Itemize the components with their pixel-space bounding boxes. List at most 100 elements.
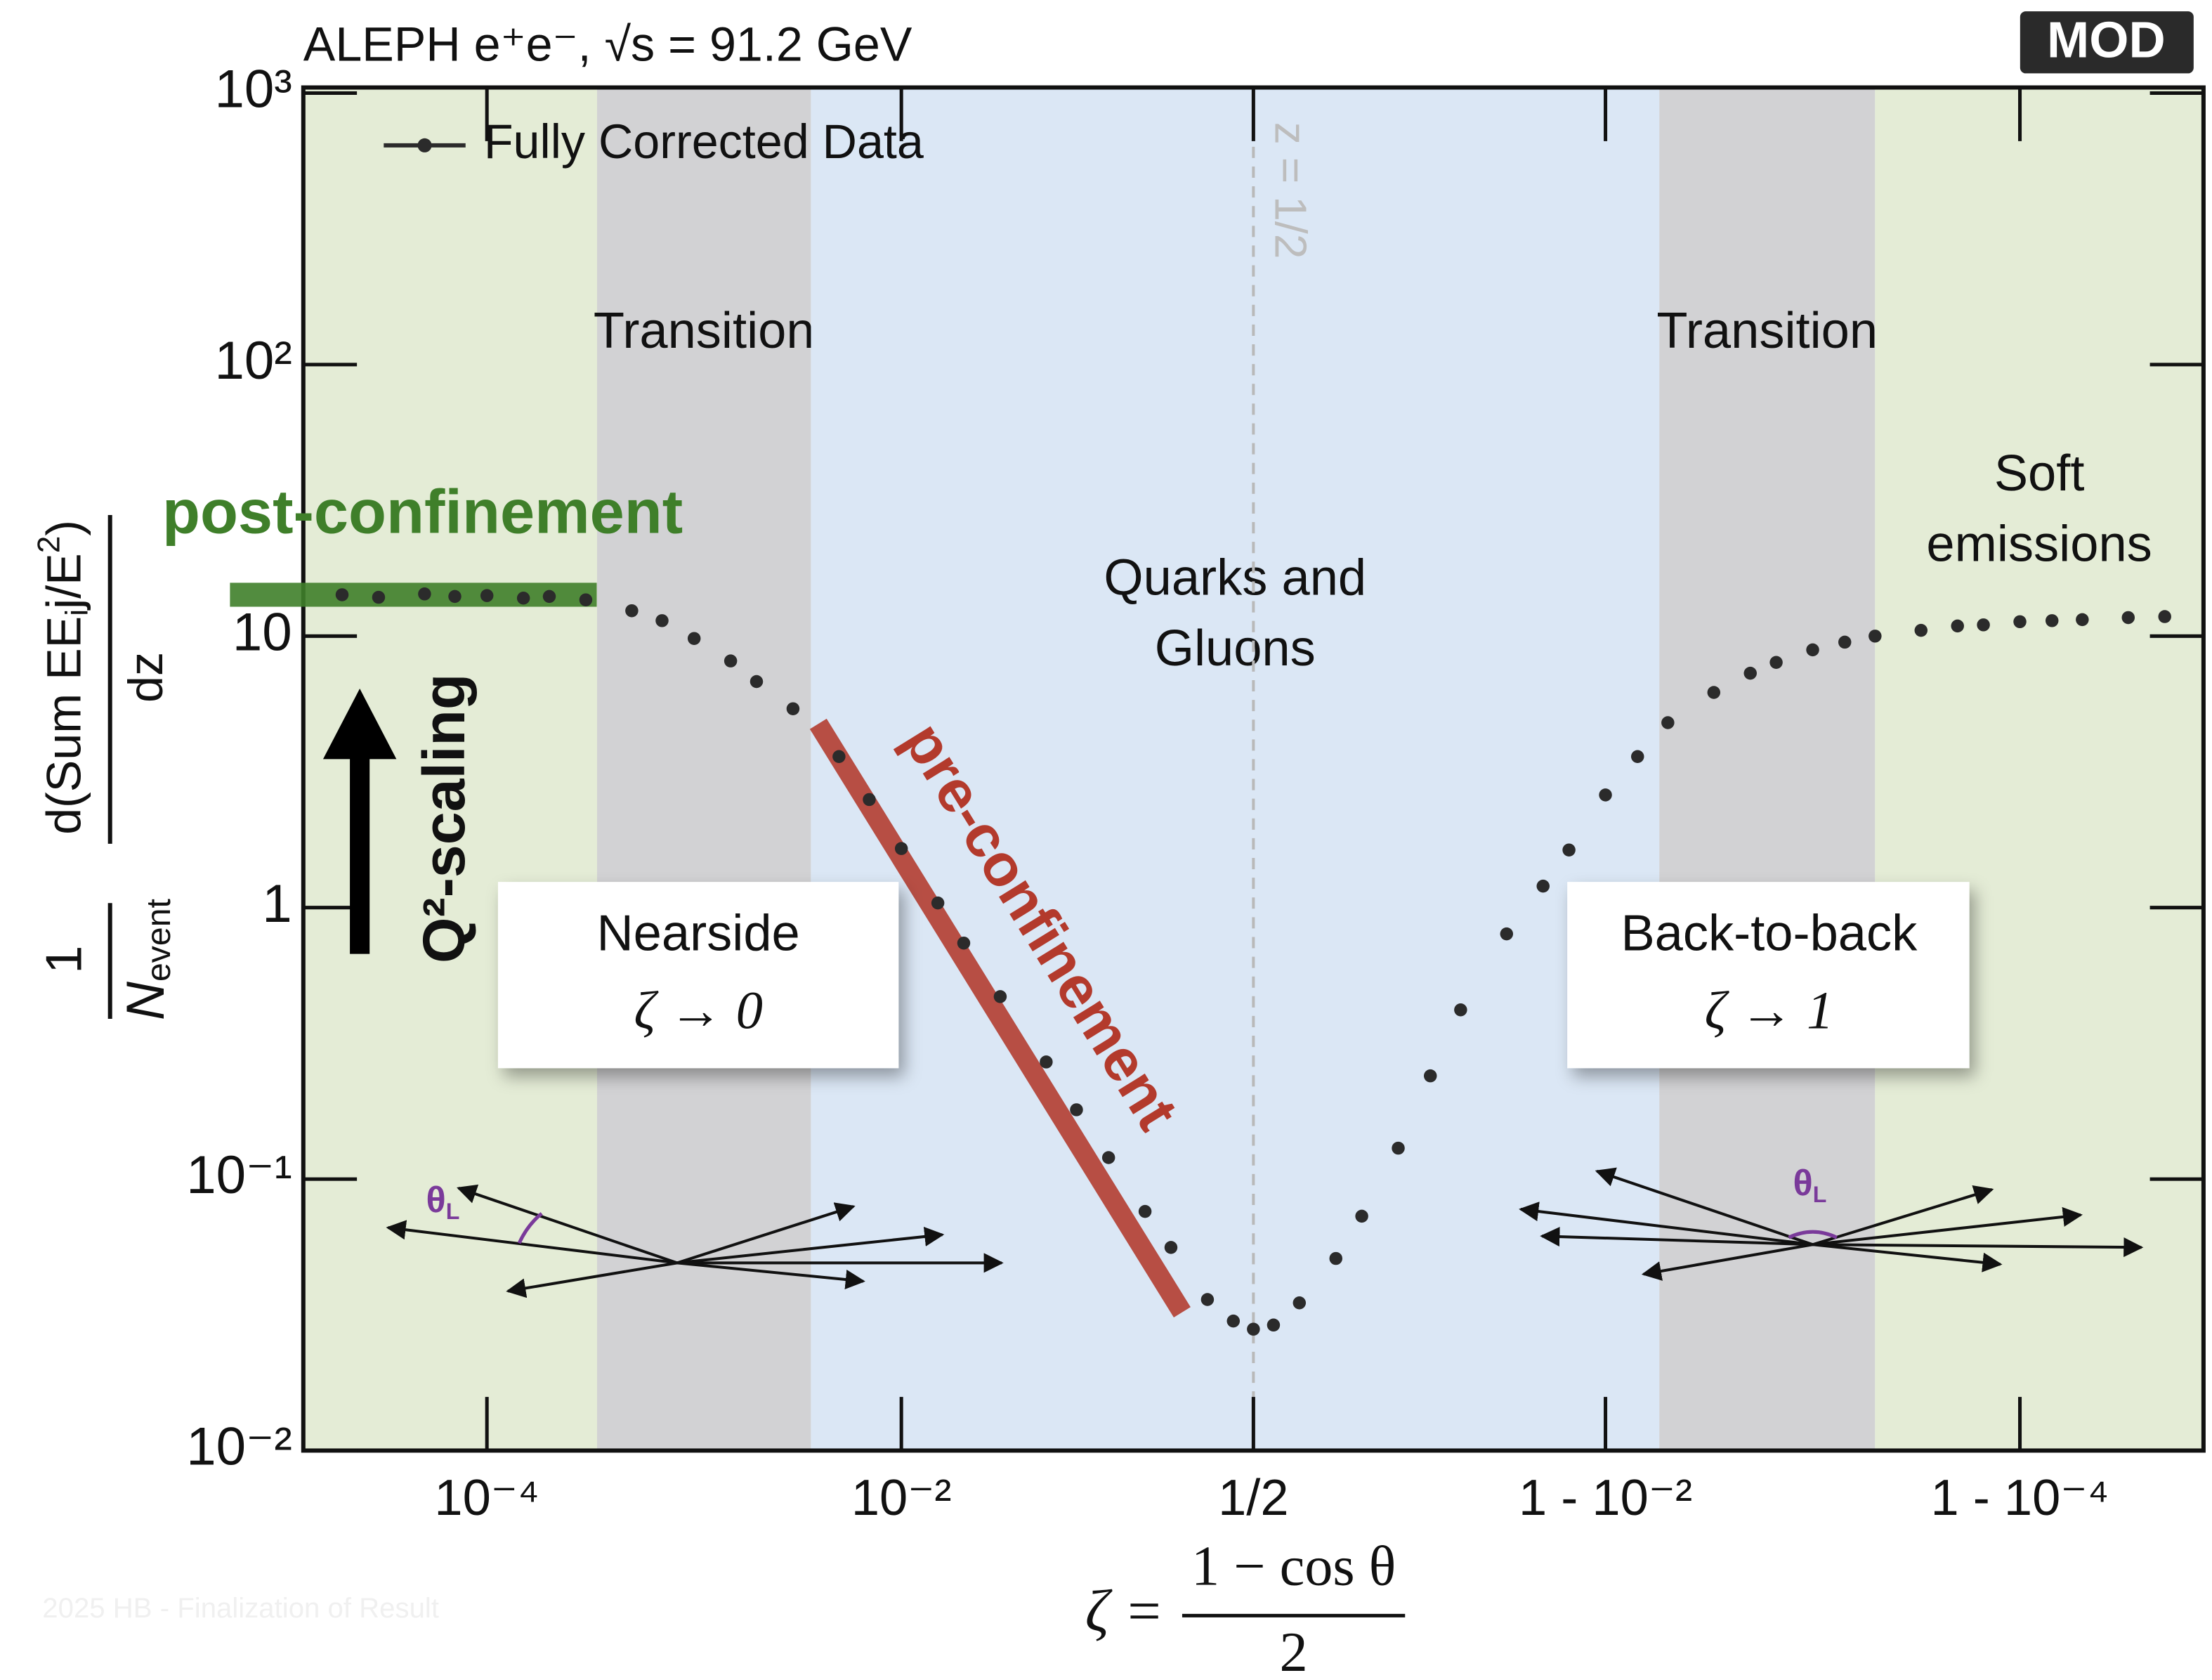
x-label-part: 2 <box>1280 1621 1308 1680</box>
data-point <box>2121 611 2135 625</box>
data-point <box>1562 843 1576 857</box>
fan-arrow <box>1812 1206 2083 1246</box>
data-point <box>542 590 556 604</box>
data-point <box>1500 927 1514 941</box>
y-tick-label: 10 <box>233 602 292 662</box>
fan-arrow <box>457 1184 678 1265</box>
data-point <box>1392 1141 1405 1155</box>
fan-arrow <box>1812 1185 1994 1246</box>
nearside-box <box>497 882 899 1069</box>
y-label-part: Nevent <box>116 898 178 1020</box>
post-confinement-label: post-confinement <box>162 476 683 546</box>
data-point <box>1914 623 1928 637</box>
y-label-part: j/E <box>37 553 91 611</box>
logo: MOD <box>2047 12 2166 68</box>
region-label: Quarks and <box>1104 549 1366 606</box>
region-label: Soft <box>1994 445 2085 502</box>
data-point <box>1707 686 1721 699</box>
scaling-label: Q²-scaling <box>411 674 477 963</box>
x-tick-label: 1 - 10⁻⁴ <box>1931 1470 2109 1526</box>
chart-title: ALEPH e⁺e⁻, √s = 91.2 GeV <box>303 18 912 71</box>
data-point <box>2013 615 2027 629</box>
data-point <box>1838 635 1852 649</box>
region-label: Gluons <box>1155 620 1316 677</box>
data-point <box>1267 1318 1281 1332</box>
data-point <box>2045 614 2059 627</box>
data-point <box>832 750 846 763</box>
fan-arrow <box>1540 1226 1813 1247</box>
y-label-part: dz <box>119 652 173 703</box>
theta-label: L <box>446 1199 460 1225</box>
legend-label: Fully Corrected Data <box>484 115 924 169</box>
fan-arrow <box>386 1220 678 1265</box>
region <box>1875 87 2204 1451</box>
legend-marker <box>417 138 432 152</box>
data-point <box>418 587 431 601</box>
data-point <box>2158 610 2171 623</box>
region-label: Transition <box>1656 303 1878 359</box>
data-point <box>335 588 349 601</box>
x-tick-label: 1/2 <box>1218 1470 1288 1526</box>
data-point <box>448 590 462 604</box>
data-point <box>1040 1055 1053 1069</box>
x-label: ζ = 1 − cos θ 2 <box>1085 1535 1406 1680</box>
data-point <box>1536 879 1550 893</box>
data-point <box>1070 1103 1083 1116</box>
region-label: Transition <box>594 303 815 359</box>
y-label-part: event <box>140 898 178 981</box>
data-point <box>1226 1314 1241 1328</box>
data-point <box>1247 1322 1260 1336</box>
data-point <box>1869 630 1882 643</box>
y-label-part: 2 <box>32 536 66 554</box>
data-point <box>480 589 494 602</box>
y-tick-label: 10⁻¹ <box>186 1145 292 1205</box>
fan-arrow <box>1641 1243 1813 1281</box>
data-point <box>1355 1209 1368 1223</box>
fan-arrow <box>506 1261 678 1298</box>
regions: Transition Quarks and Gluons Transition Soft… <box>303 87 2204 1451</box>
backtoback-fan <box>1519 1167 2144 1281</box>
data-point <box>894 842 908 855</box>
data-point <box>625 604 639 618</box>
data-point <box>1164 1241 1178 1254</box>
data-point <box>1200 1293 1215 1306</box>
backtoback-box <box>1567 882 1970 1069</box>
data-point <box>687 632 701 645</box>
data-point <box>1292 1296 1307 1310</box>
post-confinement-bar <box>230 582 597 607</box>
fan-arrow <box>676 1202 856 1265</box>
logo-box <box>2020 11 2194 74</box>
region <box>596 87 811 1451</box>
data-point <box>957 936 971 950</box>
fan-arrow <box>1812 1243 2003 1272</box>
data-point <box>579 593 593 606</box>
theta-label: θ <box>1793 1163 1813 1204</box>
nearside-label: Nearside <box>596 906 799 962</box>
y-label-part: i <box>60 609 94 616</box>
y-label-part: 1 <box>37 945 93 973</box>
scaling-arrowhead <box>322 689 397 760</box>
region <box>1659 87 1876 1451</box>
data-layer: Fully Corrected Data <box>335 115 2171 1336</box>
watermark: 2025 HB - Finalization of Result <box>42 1592 439 1624</box>
axes: z = 1/2 10⁻² 10⁻¹ 1 10 10² 10³ 10⁻⁴ 10⁻² 1/2 1 - 1… <box>186 60 2206 1526</box>
data-point <box>372 590 386 604</box>
nearside-limit: ζ → 0 <box>634 980 762 1040</box>
data-point <box>1769 656 1783 669</box>
y-label-part: d(Sum EE <box>37 616 91 835</box>
theta-label: L <box>1813 1182 1827 1207</box>
data-point <box>931 896 945 910</box>
data-point <box>1424 1069 1437 1083</box>
y-tick-label: 10² <box>214 331 292 391</box>
data-point <box>516 592 530 605</box>
data-point <box>655 614 669 627</box>
data-point <box>1977 618 1990 632</box>
data-point <box>1329 1251 1342 1265</box>
data-point <box>1138 1204 1152 1218</box>
angle-arc <box>517 1212 543 1244</box>
data-point <box>1951 619 1964 633</box>
backtoback-limit: ζ → 1 <box>1705 980 1833 1040</box>
backtoback-label: Back-to-back <box>1621 906 1918 962</box>
data-point <box>1101 1151 1115 1164</box>
